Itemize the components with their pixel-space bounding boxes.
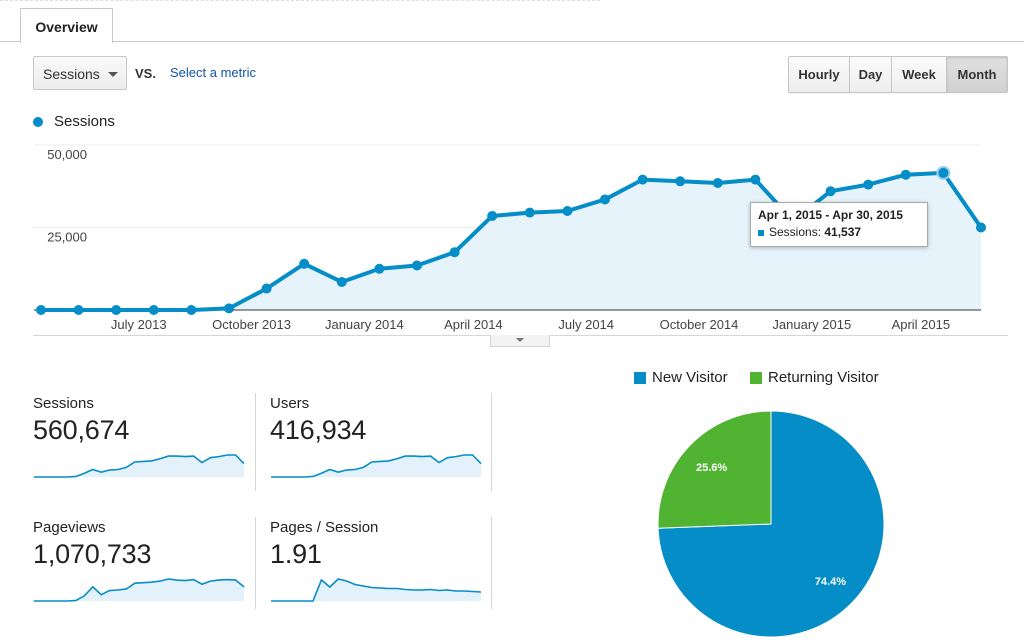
day-button[interactable]: Day <box>849 57 891 92</box>
pages-per-session-sparkline <box>271 578 482 602</box>
stat-label: Pages / Session <box>270 519 379 536</box>
pie-legend-returning-visitor[interactable]: Returning Visitor <box>750 369 879 386</box>
month-button[interactable]: Month <box>946 57 1007 92</box>
granularity-toggle: Hourly Day Week Month <box>788 56 1008 93</box>
tooltip-metric-label: Sessions: <box>769 225 822 239</box>
sessions-data-point[interactable] <box>936 165 951 180</box>
y-tick-label: 50,000 <box>47 147 87 162</box>
pie-slice-label: 74.4% <box>815 576 846 588</box>
metric-dropdown-label: Sessions <box>43 66 100 82</box>
sessions-sparkline <box>34 454 245 478</box>
sessions-area <box>41 172 981 310</box>
x-tick-label: July 2014 <box>558 317 614 332</box>
sessions-data-point[interactable] <box>186 305 197 315</box>
sessions-data-point[interactable] <box>976 222 986 233</box>
sessions-data-point[interactable] <box>487 210 498 221</box>
stat-value: 1.91 <box>270 539 322 569</box>
tooltip-metric-value: 41,537 <box>824 225 862 239</box>
x-tick-label: April 2015 <box>892 317 951 332</box>
sessions-data-point[interactable] <box>675 176 686 187</box>
sparkline-area <box>34 579 244 601</box>
sessions-data-point[interactable] <box>374 263 385 274</box>
sparkline-line <box>271 578 482 602</box>
collapse-chart-handle[interactable] <box>490 335 550 347</box>
stat-pageviews[interactable]: Pageviews 1,070,733 <box>33 519 245 605</box>
stats-divider <box>255 517 256 609</box>
pie-legend-label: Returning Visitor <box>768 369 879 386</box>
sessions-data-point[interactable] <box>111 305 122 315</box>
tab-overview[interactable]: Overview <box>20 8 113 43</box>
sessions-data-point[interactable] <box>261 283 272 294</box>
sessions-data-point[interactable] <box>562 206 573 216</box>
week-button[interactable]: Week <box>891 57 946 92</box>
sessions-data-point[interactable] <box>412 260 422 271</box>
stat-label: Pageviews <box>33 519 106 536</box>
sessions-data-point[interactable] <box>863 179 874 190</box>
tab-underline <box>0 41 1024 42</box>
sparkline-area <box>34 455 244 477</box>
pageviews-sparkline <box>34 578 245 602</box>
sessions-data-point[interactable] <box>299 258 310 269</box>
stat-value: 1,070,733 <box>33 539 152 569</box>
sessions-data-point[interactable] <box>900 169 911 180</box>
users-sparkline <box>271 454 482 478</box>
sessions-legend-dot <box>33 117 43 127</box>
x-tick-label: January 2015 <box>772 317 851 332</box>
x-tick-label: October 2014 <box>660 317 739 332</box>
y-tick-label: 25,000 <box>47 230 87 245</box>
stat-sessions[interactable]: Sessions 560,674 <box>33 395 245 481</box>
sessions-data-point[interactable] <box>224 303 234 314</box>
collapse-chevron-icon <box>516 338 524 342</box>
chevron-down-icon <box>108 72 118 77</box>
sessions-data-point[interactable] <box>637 174 648 185</box>
sparkline-line <box>34 578 245 602</box>
tooltip-date: Apr 1, 2015 - Apr 30, 2015 <box>758 208 903 222</box>
pie-legend-new-visitor[interactable]: New Visitor <box>634 369 728 386</box>
returning-visitor-swatch <box>750 371 762 384</box>
new-visitor-swatch <box>634 371 646 384</box>
sessions-data-point[interactable] <box>750 174 761 185</box>
hourly-button[interactable]: Hourly <box>789 57 849 92</box>
vs-label: VS. <box>135 66 156 81</box>
stats-divider <box>491 393 492 491</box>
stats-divider <box>491 517 492 609</box>
sessions-data-point[interactable] <box>148 305 159 315</box>
sessions-data-point[interactable] <box>712 177 723 188</box>
sessions-data-point[interactable] <box>600 194 610 205</box>
stat-label: Sessions <box>33 395 94 412</box>
top-dashed-divider <box>0 0 600 2</box>
sparkline-area <box>271 579 481 601</box>
chart-tooltip: Apr 1, 2015 - Apr 30, 2015 Sessions: 41,… <box>750 202 928 247</box>
stat-value: 416,934 <box>270 415 367 445</box>
x-tick-label: October 2013 <box>212 317 291 332</box>
pie-legend-label: New Visitor <box>652 369 728 386</box>
tooltip-metric-line: Sessions: 41,537 <box>758 225 920 239</box>
stats-divider <box>255 393 256 491</box>
pie-slice[interactable] <box>657 410 772 529</box>
sessions-line-chart: 50,000 25,000 July 2013 October 2013 January… <box>34 144 986 332</box>
sessions-line <box>41 170 983 312</box>
x-tick-label: July 2013 <box>111 317 167 332</box>
sparkline-area <box>271 455 481 477</box>
sessions-data-point[interactable] <box>524 207 535 218</box>
x-tick-label: January 2014 <box>325 317 404 332</box>
sparkline-line <box>271 454 482 478</box>
stat-pages-per-session[interactable]: Pages / Session 1.91 <box>270 519 482 605</box>
pie-slice-label: 25.6% <box>696 462 727 474</box>
stat-value: 560,674 <box>33 415 130 445</box>
stat-label: Users <box>270 395 310 412</box>
tooltip-series-swatch <box>758 229 764 236</box>
visitor-type-pie-chart: 74.4% 25.6% <box>657 410 885 638</box>
stat-users[interactable]: Users 416,934 <box>270 395 482 481</box>
x-tick-label: April 2014 <box>444 317 503 332</box>
select-metric-link[interactable]: Select a metric <box>170 65 256 80</box>
sessions-data-point[interactable] <box>336 276 347 287</box>
sessions-data-point[interactable] <box>825 186 836 197</box>
sessions-legend-label: Sessions <box>54 113 115 130</box>
metric-dropdown[interactable]: Sessions <box>33 56 127 90</box>
sessions-data-point[interactable] <box>449 247 460 258</box>
sparkline-line <box>34 454 245 478</box>
sessions-data-point[interactable] <box>36 305 46 315</box>
sessions-data-point[interactable] <box>73 305 84 315</box>
